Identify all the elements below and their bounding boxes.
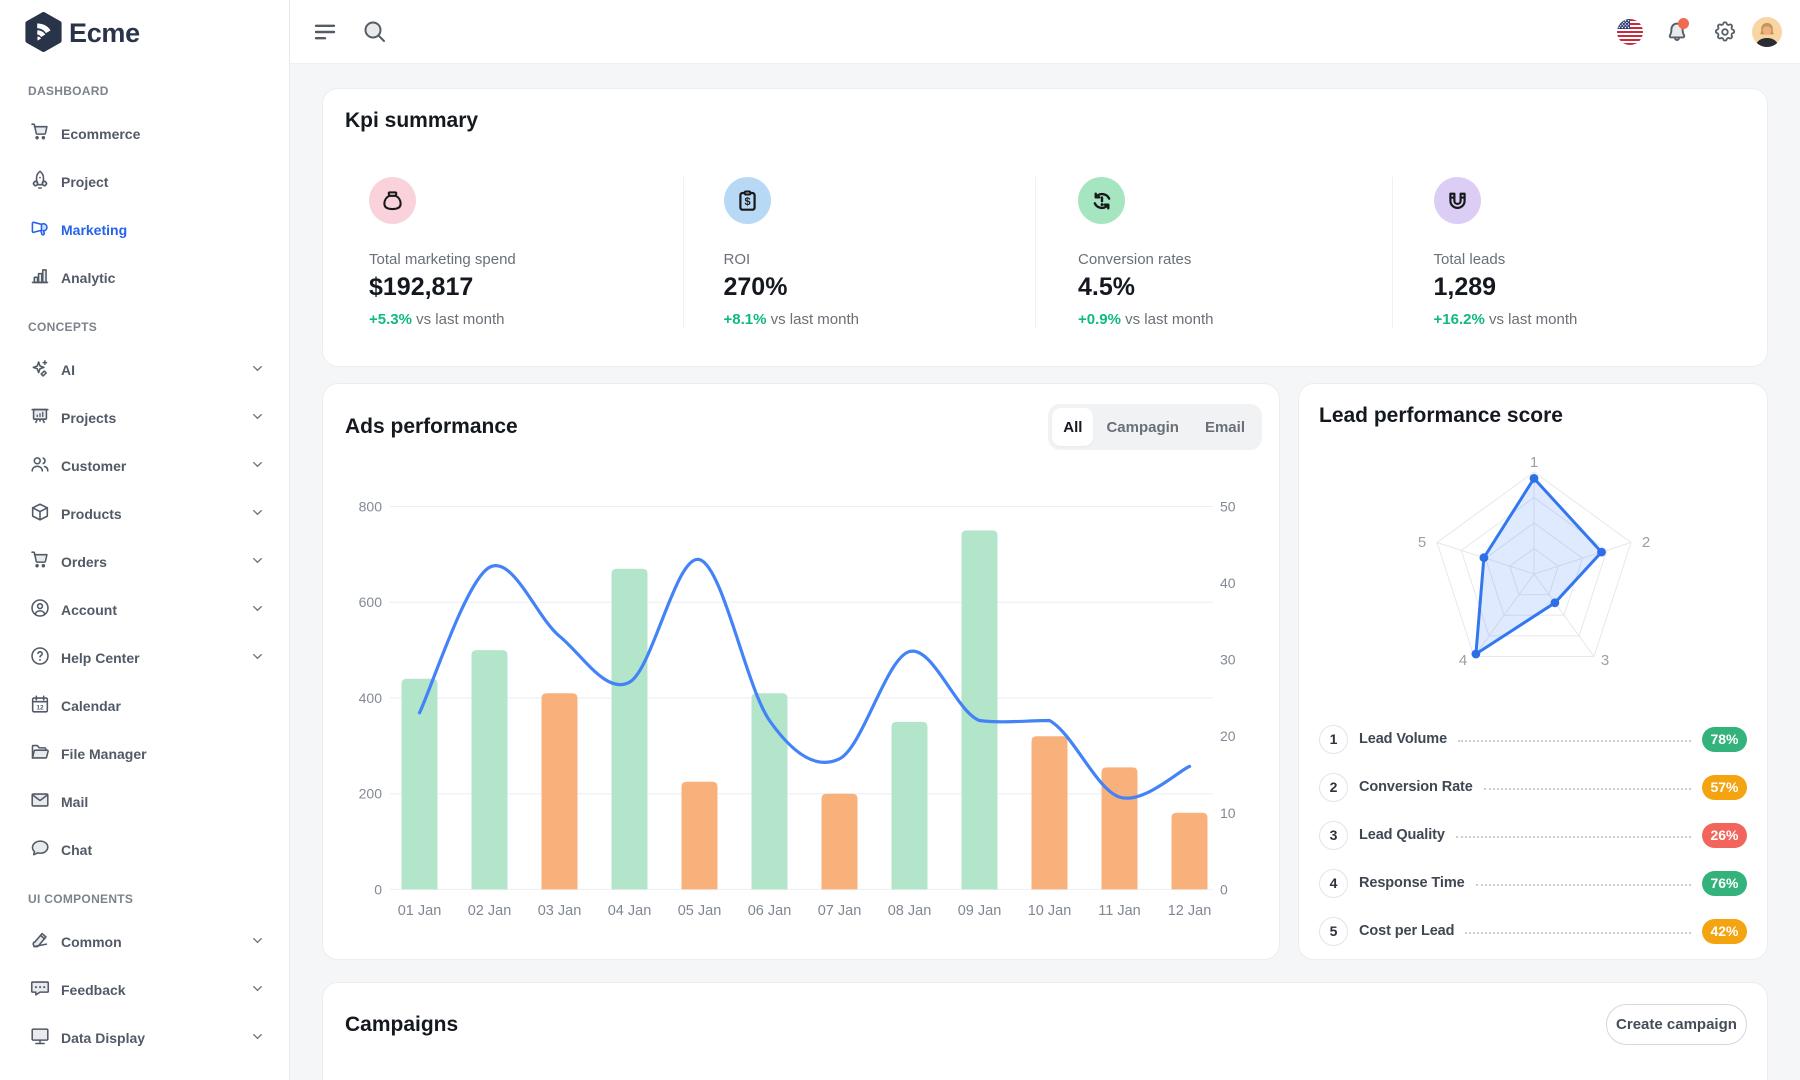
svg-text:$: $ xyxy=(744,196,750,208)
svg-text:30: 30 xyxy=(1220,652,1236,668)
svg-text:4: 4 xyxy=(1459,652,1467,669)
svg-text:0: 0 xyxy=(1220,881,1228,897)
svg-text:600: 600 xyxy=(359,594,383,610)
svg-text:0: 0 xyxy=(374,881,382,897)
svg-text:40: 40 xyxy=(1220,575,1236,591)
svg-text:200: 200 xyxy=(359,786,383,802)
svg-text:07 Jan: 07 Jan xyxy=(818,903,862,919)
svg-text:08 Jan: 08 Jan xyxy=(888,903,932,919)
svg-text:10: 10 xyxy=(1220,805,1236,821)
svg-text:20: 20 xyxy=(1220,728,1236,744)
svg-text:09 Jan: 09 Jan xyxy=(958,903,1002,919)
svg-text:5: 5 xyxy=(1418,534,1426,551)
svg-text:12 Jan: 12 Jan xyxy=(1168,903,1212,919)
svg-text:02 Jan: 02 Jan xyxy=(468,903,512,919)
svg-text:03 Jan: 03 Jan xyxy=(538,903,582,919)
svg-text:12: 12 xyxy=(36,705,44,712)
svg-text:400: 400 xyxy=(359,690,383,706)
svg-text:2: 2 xyxy=(1642,534,1650,551)
svg-text:10 Jan: 10 Jan xyxy=(1028,903,1072,919)
svg-text:06 Jan: 06 Jan xyxy=(748,903,792,919)
svg-text:05 Jan: 05 Jan xyxy=(678,903,722,919)
svg-text:3: 3 xyxy=(1601,652,1609,669)
svg-text:800: 800 xyxy=(359,499,383,515)
svg-text:1: 1 xyxy=(1530,454,1538,471)
svg-text:11 Jan: 11 Jan xyxy=(1098,903,1140,919)
svg-text:04 Jan: 04 Jan xyxy=(608,903,652,919)
svg-text:01 Jan: 01 Jan xyxy=(398,903,442,919)
svg-text:50: 50 xyxy=(1220,499,1236,515)
